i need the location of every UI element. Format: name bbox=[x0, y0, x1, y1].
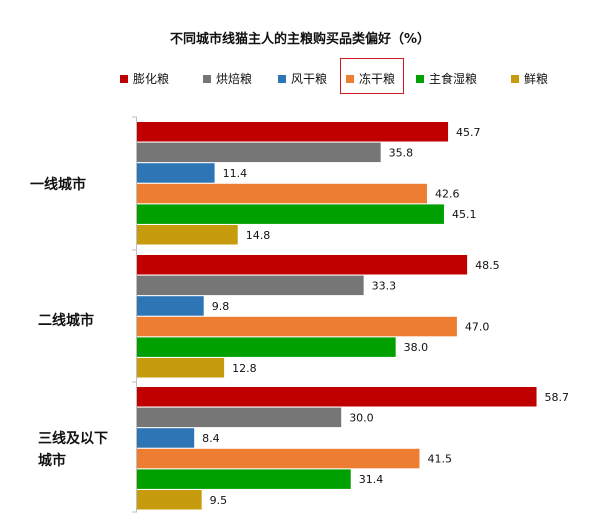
bar bbox=[137, 387, 537, 407]
bar bbox=[137, 122, 449, 142]
legend-label: 烘焙粮 bbox=[216, 72, 253, 86]
bar-value-label: 31.4 bbox=[359, 473, 384, 486]
legend-label: 冻干粮 bbox=[359, 72, 396, 86]
legend-swatch bbox=[203, 74, 211, 83]
legend-swatch bbox=[346, 74, 354, 83]
chart-legend: 膨化粮 烘焙粮 风干粮 冻干粮 主食湿粮 鲜粮 bbox=[120, 70, 580, 88]
bar-value-label: 12.8 bbox=[232, 362, 256, 375]
bar bbox=[137, 337, 396, 357]
category-label-tier3-line1: 三线及以下 bbox=[38, 431, 108, 447]
bar-value-label: 45.7 bbox=[456, 126, 481, 139]
bar-value-label: 58.7 bbox=[545, 391, 570, 404]
legend-swatch bbox=[416, 74, 424, 83]
bar-value-label: 48.5 bbox=[475, 259, 500, 272]
legend-swatch bbox=[511, 74, 519, 83]
bar bbox=[137, 490, 202, 510]
legend-swatch bbox=[278, 74, 286, 83]
bar-value-label: 11.4 bbox=[223, 167, 248, 180]
category-label-tier1: 一线城市 bbox=[30, 177, 86, 193]
bar bbox=[137, 407, 342, 428]
bar-value-label: 30.0 bbox=[349, 411, 374, 424]
bar bbox=[137, 275, 364, 296]
bar bbox=[137, 255, 468, 275]
bar-value-label: 9.8 bbox=[212, 300, 230, 313]
bar-value-label: 33.3 bbox=[372, 279, 397, 292]
bar bbox=[137, 316, 457, 337]
bar bbox=[137, 225, 238, 245]
legend-item-6: 鲜粮 bbox=[511, 70, 548, 87]
legend-item-3: 风干粮 bbox=[278, 70, 327, 87]
bar-value-label: 14.8 bbox=[246, 229, 270, 242]
legend-label: 膨化粮 bbox=[133, 72, 170, 86]
bar-value-label: 38.0 bbox=[404, 341, 429, 354]
bar bbox=[137, 469, 351, 489]
category-label-tier3: 三线及以下 城市 bbox=[38, 428, 128, 472]
legend-item-5: 主食湿粮 bbox=[416, 70, 477, 87]
bar bbox=[137, 183, 427, 204]
legend-swatch bbox=[120, 74, 128, 83]
bar-value-label: 42.6 bbox=[435, 188, 460, 201]
legend-label: 风干粮 bbox=[291, 72, 328, 86]
category-label-tier2: 二线城市 bbox=[38, 313, 94, 329]
bar-value-label: 45.1 bbox=[452, 208, 477, 221]
legend-highlight-box bbox=[340, 58, 404, 94]
bar bbox=[137, 358, 225, 378]
bar bbox=[137, 296, 204, 316]
legend-label: 鲜粮 bbox=[524, 72, 549, 86]
bar bbox=[137, 204, 444, 224]
bar-value-label: 41.5 bbox=[427, 453, 452, 466]
bar-value-label: 35.8 bbox=[389, 146, 414, 159]
bar bbox=[137, 428, 195, 448]
chart-title: 不同城市线猫主人的主粮购买品类偏好（%） bbox=[169, 32, 431, 47]
bar bbox=[137, 163, 215, 183]
legend-item-2: 烘焙粮 bbox=[203, 70, 252, 87]
bar-value-label: 9.5 bbox=[210, 494, 228, 507]
bar-value-label: 47.0 bbox=[465, 321, 490, 334]
legend-item-1: 膨化粮 bbox=[120, 70, 169, 87]
legend-label: 主食湿粮 bbox=[429, 72, 478, 86]
bar bbox=[137, 142, 381, 163]
bar bbox=[137, 448, 420, 469]
legend-item-4: 冻干粮 bbox=[346, 70, 395, 87]
category-label-tier3-line2: 城市 bbox=[38, 453, 66, 469]
bar-value-label: 8.4 bbox=[202, 432, 220, 445]
